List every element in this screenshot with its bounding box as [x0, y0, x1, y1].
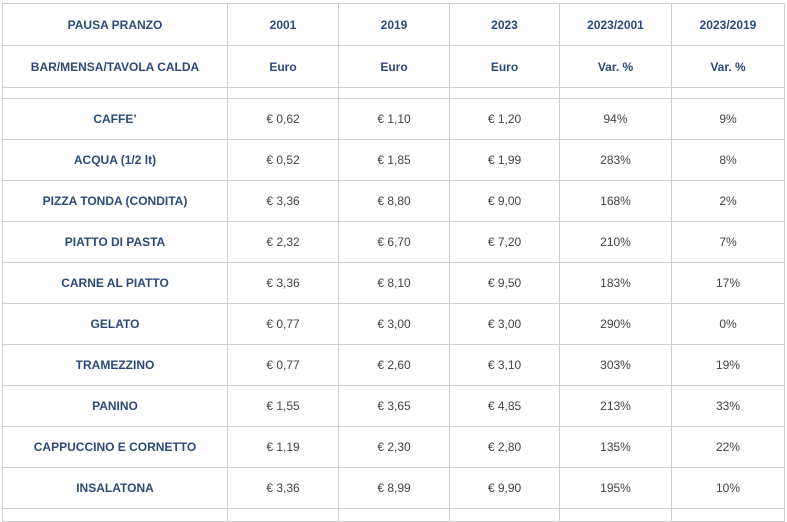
header-cell: Euro — [449, 45, 560, 88]
spacer-cell — [671, 87, 785, 99]
price-2023: € 1,99 — [449, 139, 560, 181]
price-2019: € 1,85 — [338, 139, 450, 181]
header-cell: Euro — [338, 45, 450, 88]
table-row: PANINO € 1,55 € 3,65 € 4,85 213% 33% — [2, 385, 785, 427]
variation-2023-2019: 22% — [671, 426, 785, 468]
price-table: PAUSA PRANZO 2001 2019 2023 2023/2001 20… — [2, 3, 785, 522]
variation-2023-2019: 17% — [671, 262, 785, 304]
trailing-row — [2, 508, 785, 522]
header-cell: Var. % — [559, 45, 672, 88]
variation-2023-2019: 8% — [671, 139, 785, 181]
item-name: CAPPUCCINO E CORNETTO — [2, 426, 228, 468]
price-2001: € 0,62 — [227, 98, 339, 140]
header-cell: BAR/MENSA/TAVOLA CALDA — [2, 45, 228, 88]
spacer-row — [2, 87, 785, 99]
header-cell: PAUSA PRANZO — [2, 3, 228, 46]
price-2019: € 3,00 — [338, 303, 450, 345]
variation-2023-2001: 135% — [559, 426, 672, 468]
variation-2023-2001: 168% — [559, 180, 672, 222]
header-row-units: BAR/MENSA/TAVOLA CALDA Euro Euro Euro Va… — [2, 45, 785, 88]
price-2001: € 3,36 — [227, 180, 339, 222]
price-2023: € 9,50 — [449, 262, 560, 304]
spacer-cell — [227, 87, 339, 99]
header-cell: 2019 — [338, 3, 450, 46]
variation-2023-2019: 9% — [671, 98, 785, 140]
table-row: CAPPUCCINO E CORNETTO € 1,19 € 2,30 € 2,80 1… — [2, 426, 785, 468]
price-2023: € 4,85 — [449, 385, 560, 427]
header-cell: 2001 — [227, 3, 339, 46]
item-name: CAFFE’ — [2, 98, 228, 140]
spacer-cell — [338, 87, 450, 99]
header-cell: Var. % — [671, 45, 785, 88]
price-2001: € 0,77 — [227, 303, 339, 345]
price-2001: € 3,36 — [227, 262, 339, 304]
header-cell: 2023/2001 — [559, 3, 672, 46]
table-row: GELATO € 0,77 € 3,00 € 3,00 290% 0% — [2, 303, 785, 345]
item-name: PANINO — [2, 385, 228, 427]
variation-2023-2019: 2% — [671, 180, 785, 222]
price-2019: € 2,30 — [338, 426, 450, 468]
price-2001: € 2,32 — [227, 221, 339, 263]
price-2019: € 1,10 — [338, 98, 450, 140]
variation-2023-2019: 10% — [671, 467, 785, 509]
header-cell: Euro — [227, 45, 339, 88]
price-2019: € 8,99 — [338, 467, 450, 509]
spacer-cell — [449, 87, 560, 99]
price-2001: € 1,19 — [227, 426, 339, 468]
variation-2023-2001: 283% — [559, 139, 672, 181]
price-2019: € 6,70 — [338, 221, 450, 263]
variation-2023-2001: 213% — [559, 385, 672, 427]
price-2023: € 1,20 — [449, 98, 560, 140]
price-2023: € 9,00 — [449, 180, 560, 222]
variation-2023-2019: 33% — [671, 385, 785, 427]
price-2019: € 8,10 — [338, 262, 450, 304]
table-row: PIZZA TONDA (CONDITA) € 3,36 € 8,80 € 9,00 1… — [2, 180, 785, 222]
price-2019: € 8,80 — [338, 180, 450, 222]
variation-2023-2019: 19% — [671, 344, 785, 386]
price-2023: € 9,90 — [449, 467, 560, 509]
price-2019: € 3,65 — [338, 385, 450, 427]
variation-2023-2001: 183% — [559, 262, 672, 304]
table-row: CARNE AL PIATTO € 3,36 € 8,10 € 9,50 183% 17% — [2, 262, 785, 304]
price-2023: € 7,20 — [449, 221, 560, 263]
table-row: ACQUA (1/2 lt) € 0,52 € 1,85 € 1,99 283% 8% — [2, 139, 785, 181]
item-name: ACQUA (1/2 lt) — [2, 139, 228, 181]
variation-2023-2019: 7% — [671, 221, 785, 263]
price-2023: € 3,10 — [449, 344, 560, 386]
price-2019: € 2,60 — [338, 344, 450, 386]
table-row: PIATTO DI PASTA € 2,32 € 6,70 € 7,20 210% 7% — [2, 221, 785, 263]
item-name: CARNE AL PIATTO — [2, 262, 228, 304]
header-cell: 2023/2019 — [671, 3, 785, 46]
item-name: TRAMEZZINO — [2, 344, 228, 386]
variation-2023-2001: 303% — [559, 344, 672, 386]
item-name: PIATTO DI PASTA — [2, 221, 228, 263]
variation-2023-2001: 210% — [559, 221, 672, 263]
variation-2023-2001: 290% — [559, 303, 672, 345]
variation-2023-2001: 94% — [559, 98, 672, 140]
table-row: INSALATONA € 3,36 € 8,99 € 9,90 195% 10% — [2, 467, 785, 509]
table-row: CAFFE’ € 0,62 € 1,10 € 1,20 94% 9% — [2, 98, 785, 140]
spacer-cell — [559, 87, 672, 99]
variation-2023-2001: 195% — [559, 467, 672, 509]
price-2001: € 1,55 — [227, 385, 339, 427]
table-row: TRAMEZZINO € 0,77 € 2,60 € 3,10 303% 19% — [2, 344, 785, 386]
spacer-cell — [2, 87, 228, 99]
variation-2023-2019: 0% — [671, 303, 785, 345]
item-name: PIZZA TONDA (CONDITA) — [2, 180, 228, 222]
price-2023: € 3,00 — [449, 303, 560, 345]
header-cell: 2023 — [449, 3, 560, 46]
header-row-years: PAUSA PRANZO 2001 2019 2023 2023/2001 20… — [2, 3, 785, 46]
price-2001: € 0,52 — [227, 139, 339, 181]
item-name: INSALATONA — [2, 467, 228, 509]
price-2001: € 3,36 — [227, 467, 339, 509]
item-name: GELATO — [2, 303, 228, 345]
price-2001: € 0,77 — [227, 344, 339, 386]
price-2023: € 2,80 — [449, 426, 560, 468]
